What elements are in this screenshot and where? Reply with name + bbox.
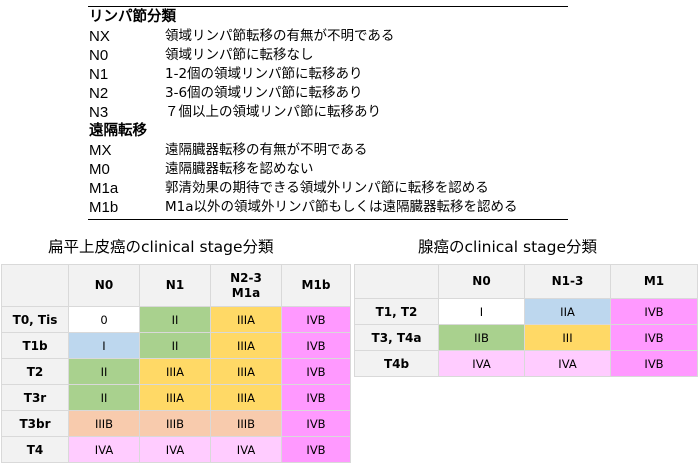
column-header: M1 xyxy=(610,264,698,299)
table-row: T3r II IIIA IIIA IVB xyxy=(1,384,351,411)
stage-cell: IIIA xyxy=(139,358,211,385)
column-header: N0 xyxy=(438,264,525,299)
stage-cell: IVA xyxy=(210,436,282,463)
stage-cell: IIB xyxy=(438,324,525,351)
column-header: M1b xyxy=(281,264,351,307)
definition-description: 3-6個の領域リンパ節に転移あり xyxy=(165,85,363,101)
stage-cell: IIIA xyxy=(210,306,282,333)
definition-row: N2 3-6個の領域リンパ節に転移あり xyxy=(88,84,568,103)
table-row: T4 IVA IVA IVA IVB xyxy=(1,436,351,463)
definition-code: N1 xyxy=(89,66,109,83)
definition-row: M1a 郭清効果の期待できる領域外リンパ節に転移を認める xyxy=(88,179,568,198)
distant-metastasis-heading: 遠隔転移 xyxy=(89,123,147,139)
stage-cell: IVB xyxy=(281,358,351,385)
distant-metastasis-list: MX 遠隔臓器転移の有無が不明である M0 遠隔臓器転移を認めない M1a 郭清効果の… xyxy=(88,141,568,217)
stage-cell: IIIA xyxy=(210,384,282,411)
table-row: T3, T4a IIB III IVB xyxy=(354,324,698,351)
definition-row: N0 領域リンパ節に転移なし xyxy=(88,46,568,65)
stage-cell: IVB xyxy=(610,324,698,351)
header-row: N0 N1-3 M1 xyxy=(354,264,698,299)
row-header: T1b xyxy=(1,332,69,359)
stage-cell: IVB xyxy=(281,332,351,359)
column-header: N1 xyxy=(139,264,211,307)
stage-cell: IVA xyxy=(68,436,140,463)
stage-cell: I xyxy=(438,298,525,325)
stage-cell: II xyxy=(68,384,140,411)
definition-row: MX 遠隔臓器転移の有無が不明である xyxy=(88,141,568,160)
column-header: N1-3 xyxy=(524,264,611,299)
stage-cell: IIIA xyxy=(139,384,211,411)
lymph-node-heading: リンパ節分類 xyxy=(89,9,176,25)
stage-cell: I xyxy=(68,332,140,359)
definition-row: N1 1-2個の領域リンパ節に転移あり xyxy=(88,65,568,84)
corner-cell xyxy=(1,264,69,307)
row-header: T3br xyxy=(1,410,69,437)
stage-cell: IIIB xyxy=(139,410,211,437)
stage-cell: IVA xyxy=(139,436,211,463)
definition-row: M0 遠隔臓器転移を認めない xyxy=(88,160,568,179)
adeno-stage-table: N0 N1-3 M1 T1, T2 I IIA IVB T3, T4a IIB III IVB T4b… xyxy=(354,264,698,377)
stage-cell: IVB xyxy=(281,384,351,411)
adeno-table-title: 腺癌のclinical stage分類 xyxy=(418,238,598,256)
stage-cell: II xyxy=(139,306,211,333)
definition-code: N2 xyxy=(89,85,109,102)
stage-cell: IVA xyxy=(524,350,611,377)
definition-description: 郭清効果の期待できる領域外リンパ節に転移を認める xyxy=(165,180,489,196)
stage-cell: IIIB xyxy=(68,410,140,437)
row-header: T4 xyxy=(1,436,69,463)
definition-description: 1-2個の領域リンパ節に転移あり xyxy=(165,66,363,82)
row-header: T3r xyxy=(1,384,69,411)
row-header: T1, T2 xyxy=(354,298,439,325)
stage-cell: IIIA xyxy=(210,358,282,385)
definition-code: M1a xyxy=(89,180,119,197)
definition-row: M1b M1a以外の領域外リンパ節もしくは遠隔臓器転移を認める xyxy=(88,198,568,217)
table-row: T2 II IIIA IIIA IVB xyxy=(1,358,351,385)
squamous-stage-table: N0 N1 N2-3 M1a M1b T0, Tis 0 II IIIA IVB T1b I II II… xyxy=(1,264,351,463)
stage-cell: IVB xyxy=(281,436,351,463)
table-row: T1, T2 I IIA IVB xyxy=(354,298,698,325)
column-header: N0 xyxy=(68,264,140,307)
definition-row: NX 領域リンパ節転移の有無が不明である xyxy=(88,27,568,46)
stage-cell: IVB xyxy=(610,350,698,377)
classification-definitions: リンパ節分類 NX 領域リンパ節転移の有無が不明である N0 領域リンパ節に転移なし… xyxy=(88,6,568,220)
definition-code: NX xyxy=(89,28,110,45)
definition-code: M1b xyxy=(89,199,119,216)
definition-code: M0 xyxy=(89,161,110,178)
definition-description: 遠隔臓器転移を認めない xyxy=(165,161,314,177)
squamous-table-title: 扁平上皮癌のclinical stage分類 xyxy=(48,238,274,256)
definition-code: N3 xyxy=(89,104,109,121)
stage-cell: III xyxy=(524,324,611,351)
stage-cell: IIIA xyxy=(210,332,282,359)
stage-cell: 0 xyxy=(68,306,140,333)
definition-description: 領域リンパ節に転移なし xyxy=(165,47,314,63)
table-row: T4b IVA IVA IVB xyxy=(354,350,698,377)
definition-description: M1a以外の領域外リンパ節もしくは遠隔臓器転移を認める xyxy=(165,199,518,215)
table-row: T0, Tis 0 II IIIA IVB xyxy=(1,306,351,333)
stage-cell: IIA xyxy=(524,298,611,325)
row-header: T4b xyxy=(354,350,439,377)
row-header: T2 xyxy=(1,358,69,385)
stage-cell: IVB xyxy=(281,306,351,333)
definition-description: 領域リンパ節転移の有無が不明である xyxy=(165,28,395,44)
definition-code: N0 xyxy=(89,47,109,64)
header-row: N0 N1 N2-3 M1a M1b xyxy=(1,264,351,307)
stage-cell: II xyxy=(68,358,140,385)
stage-cell: II xyxy=(139,332,211,359)
stage-cell: IVB xyxy=(610,298,698,325)
stage-cell: IVA xyxy=(438,350,525,377)
stage-cell: IIIB xyxy=(210,410,282,437)
table-row: T1b I II IIIA IVB xyxy=(1,332,351,359)
stage-cell: IVB xyxy=(281,410,351,437)
definition-row: N3 ７個以上の領域リンパ節に転移あり xyxy=(88,103,568,122)
definition-description: ７個以上の領域リンパ節に転移あり xyxy=(165,104,381,120)
definition-description: 遠隔臓器転移の有無が不明である xyxy=(165,142,368,158)
lymph-node-list: NX 領域リンパ節転移の有無が不明である N0 領域リンパ節に転移なし N1 1-2個… xyxy=(88,27,568,122)
row-header: T3, T4a xyxy=(354,324,439,351)
definition-code: MX xyxy=(89,142,112,159)
column-header: N2-3 M1a xyxy=(210,264,282,307)
table-row: T3br IIIB IIIB IIIB IVB xyxy=(1,410,351,437)
corner-cell xyxy=(354,264,439,299)
row-header: T0, Tis xyxy=(1,306,69,333)
